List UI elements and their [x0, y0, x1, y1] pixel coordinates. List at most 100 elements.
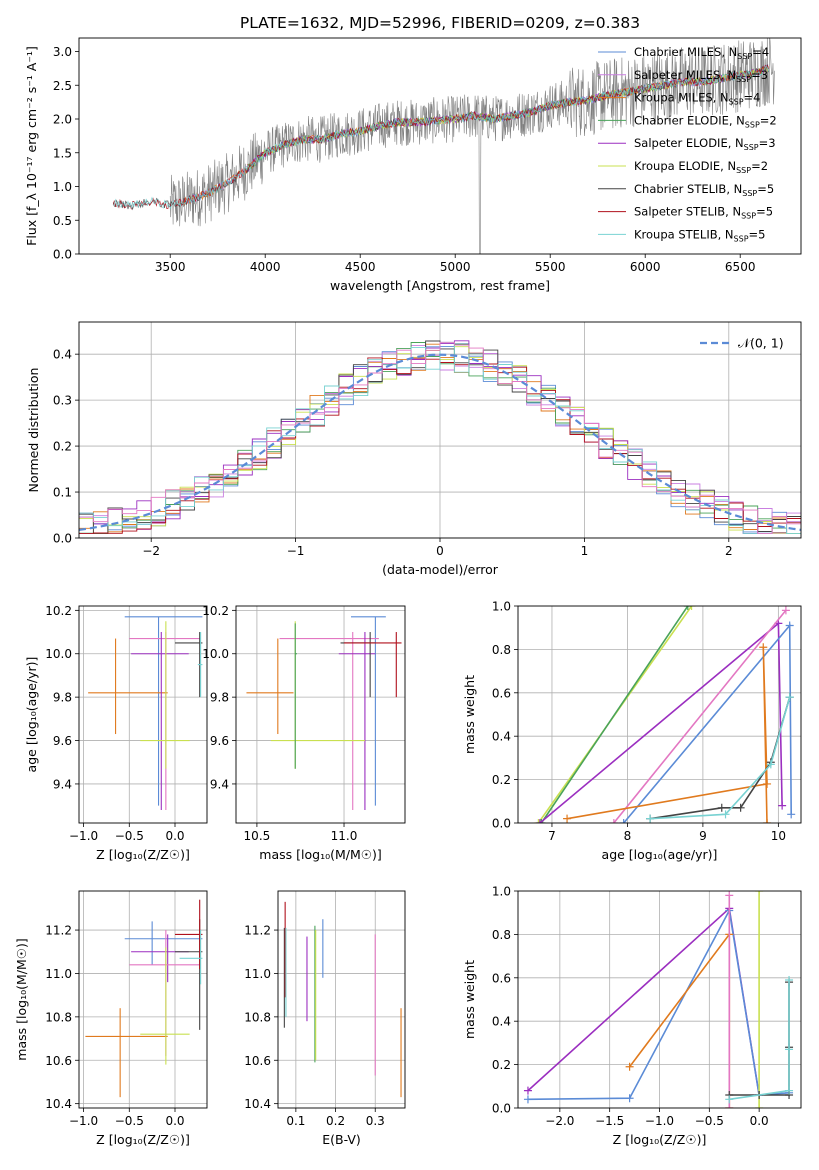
marker-kroupa_elodie: [687, 606, 696, 610]
x-axis-label: (data-model)/error: [382, 562, 499, 577]
legend-label: Salpeter MILES, N: [634, 68, 736, 82]
age-vs-mass-panel: 10.5 11.0 9.4 9.6 9.8 10.0 10.2 mass [log₁₀(M/M…: [202, 604, 406, 862]
mass-weight-vs-age-panel: 7 8 9 10 0.0 0.2 0.4 0.6 0.8 1.0 age [log₁₀(age/yr…: [462, 600, 802, 862]
y-tick-label: 9.8: [53, 691, 72, 705]
marker-kroupa_stelib: [725, 1095, 734, 1104]
legend-entry-chabrier_elodie: Chabrier ELODIE, NSSP=2: [634, 113, 777, 129]
mass-weight-vs-metallicity-panel: −2.0 −1.5 −1.0 −0.5 0.0 0.0 0.2 0.4 0.6 0.8 1.0 Z […: [462, 885, 802, 1147]
x-tick-label: 5000: [440, 260, 471, 274]
y-tick-label: 0.3: [53, 394, 72, 408]
y-tick-label: 0.6: [492, 971, 511, 985]
y-axis-label: Normed distribution: [26, 368, 41, 493]
marker-salpeter_elodie: [778, 801, 787, 810]
legend-entry-kroupa_miles: Kroupa MILES, NSSP=4: [634, 91, 760, 107]
marker-kroupa_stelib: [785, 1045, 794, 1054]
marker-salpeter_elodie: [523, 1086, 532, 1095]
x-tick-label: 6000: [630, 260, 661, 274]
cumulative-line-kroupa_stelib: [729, 980, 790, 1101]
residual-histogram-panel: −2 −1 0 1 2 0.0 0.1 0.2 0.3 0.4 (data-model)/error…: [26, 321, 802, 577]
legend-entry-salpeter_miles: Salpeter MILES, NSSP=3: [634, 68, 768, 84]
x-tick-label: −1.0: [645, 1114, 674, 1128]
x-tick-label: 1: [581, 544, 589, 558]
x-tick-label: −1.5: [595, 1114, 624, 1128]
legend-entry-chabrier_stelib: Chabrier STELIB, NSSP=5: [634, 182, 774, 198]
legend-suffix: =3: [751, 68, 768, 82]
x-tick-label: 9: [699, 829, 707, 843]
legend-subscript: SSP: [741, 212, 756, 221]
y-tick-label: 11.0: [244, 967, 271, 981]
x-tick-label: 0.0: [165, 1114, 184, 1128]
legend-suffix: =4: [744, 91, 761, 105]
y-tick-label: 0.2: [492, 773, 511, 787]
x-tick-label: 4500: [345, 260, 376, 274]
legend-subscript: SSP: [736, 75, 751, 84]
plot-area: [518, 891, 801, 1108]
axes-frame: [78, 37, 802, 255]
observed-spectrum: [169, 38, 775, 254]
y-tick-label: 9.6: [210, 734, 229, 748]
y-tick-label: 0.8: [492, 643, 511, 657]
marker-kroupa_stelib: [766, 760, 775, 769]
legend-entry-kroupa_stelib: Kroupa STELIB, NSSP=5: [634, 227, 765, 243]
y-tick-label: 10.2: [45, 604, 72, 618]
marker-kroupa_stelib: [785, 1086, 794, 1095]
marker-kroupa_elodie: [755, 891, 764, 895]
x-tick-label: −2: [142, 544, 160, 558]
marker-spectrum_fit: [725, 1104, 734, 1108]
legend-subscript: SSP: [736, 166, 751, 175]
legend-entry-salpeter_stelib: Salpeter STELIB, NSSP=5: [634, 205, 773, 221]
legend-suffix: =5: [749, 227, 766, 241]
legend-label: Salpeter STELIB, N: [634, 205, 741, 219]
x-tick-label: 8: [624, 829, 632, 843]
normal-curve: [79, 353, 801, 531]
axes-frame: [78, 321, 802, 539]
legend-suffix: =2: [760, 113, 777, 127]
marker-spectrum_fit: [725, 891, 734, 900]
y-tick-label: 11.0: [45, 967, 72, 981]
x-tick-label: −0.5: [115, 829, 144, 843]
y-tick-label: 0.0: [53, 532, 72, 546]
legend-suffix: =5: [756, 205, 773, 219]
legend-entry-salpeter_elodie: Salpeter ELODIE, NSSP=3: [634, 136, 776, 152]
marker-kroupa_elodie: [755, 1104, 764, 1108]
plot-area: [236, 606, 405, 823]
y-tick-label: 0.4: [492, 1015, 511, 1029]
x-tick-label: 3500: [155, 260, 186, 274]
y-tick-label: 1.0: [492, 600, 511, 614]
histogram-spectrum_fit: [79, 341, 801, 534]
legend-label: Kroupa MILES, N: [634, 91, 729, 105]
cumulative-line-kroupa_miles: [566, 647, 768, 823]
cumulative-line-kroupa_stelib: [650, 696, 791, 820]
y-tick-label: 0.2: [53, 440, 72, 454]
marker-kroupa_stelib: [785, 975, 794, 984]
x-tick-label: 0.0: [750, 1114, 769, 1128]
legend-label: Kroupa STELIB, N: [634, 227, 734, 241]
y-tick-label: 9.4: [210, 777, 229, 791]
x-tick-label: −2.0: [545, 1114, 574, 1128]
y-tick-label: 0.0: [492, 817, 511, 831]
y-tick-label: 1.5: [53, 146, 72, 160]
legend-entry-kroupa_elodie: Kroupa ELODIE, NSSP=2: [634, 159, 768, 175]
x-axis-label: age [log₁₀(age/yr)]: [602, 847, 718, 862]
plot-area: [79, 322, 801, 538]
x-tick-label: 0.2: [326, 1114, 345, 1128]
marker-chabrier_stelib: [736, 803, 745, 812]
x-tick-label: 6500: [725, 260, 756, 274]
marker-kroupa_stelib: [785, 693, 794, 702]
y-tick-label: 0.4: [53, 348, 72, 362]
marker-spectrum_fit: [609, 819, 618, 823]
marker-chabrier_miles: [625, 1094, 634, 1103]
x-axis-label: Z [log₁₀(Z/Z☉)]: [613, 1132, 707, 1147]
x-axis-label: wavelength [Angstrom, rest frame]: [330, 278, 550, 293]
figure-title: PLATE=1632, MJD=52996, FIBERID=0209, z=0…: [240, 14, 640, 32]
plot-area: [518, 606, 801, 823]
marker-salpeter_elodie: [535, 819, 544, 823]
x-axis-label: mass [log₁₀(M/M☉)]: [259, 847, 381, 862]
y-tick-label: 0.5: [53, 214, 72, 228]
axes-frame: [517, 605, 802, 824]
plot-area: [79, 891, 207, 1108]
y-tick-label: 10.0: [202, 647, 229, 661]
y-tick-label: 9.4: [53, 777, 72, 791]
x-tick-label: 10: [771, 829, 786, 843]
